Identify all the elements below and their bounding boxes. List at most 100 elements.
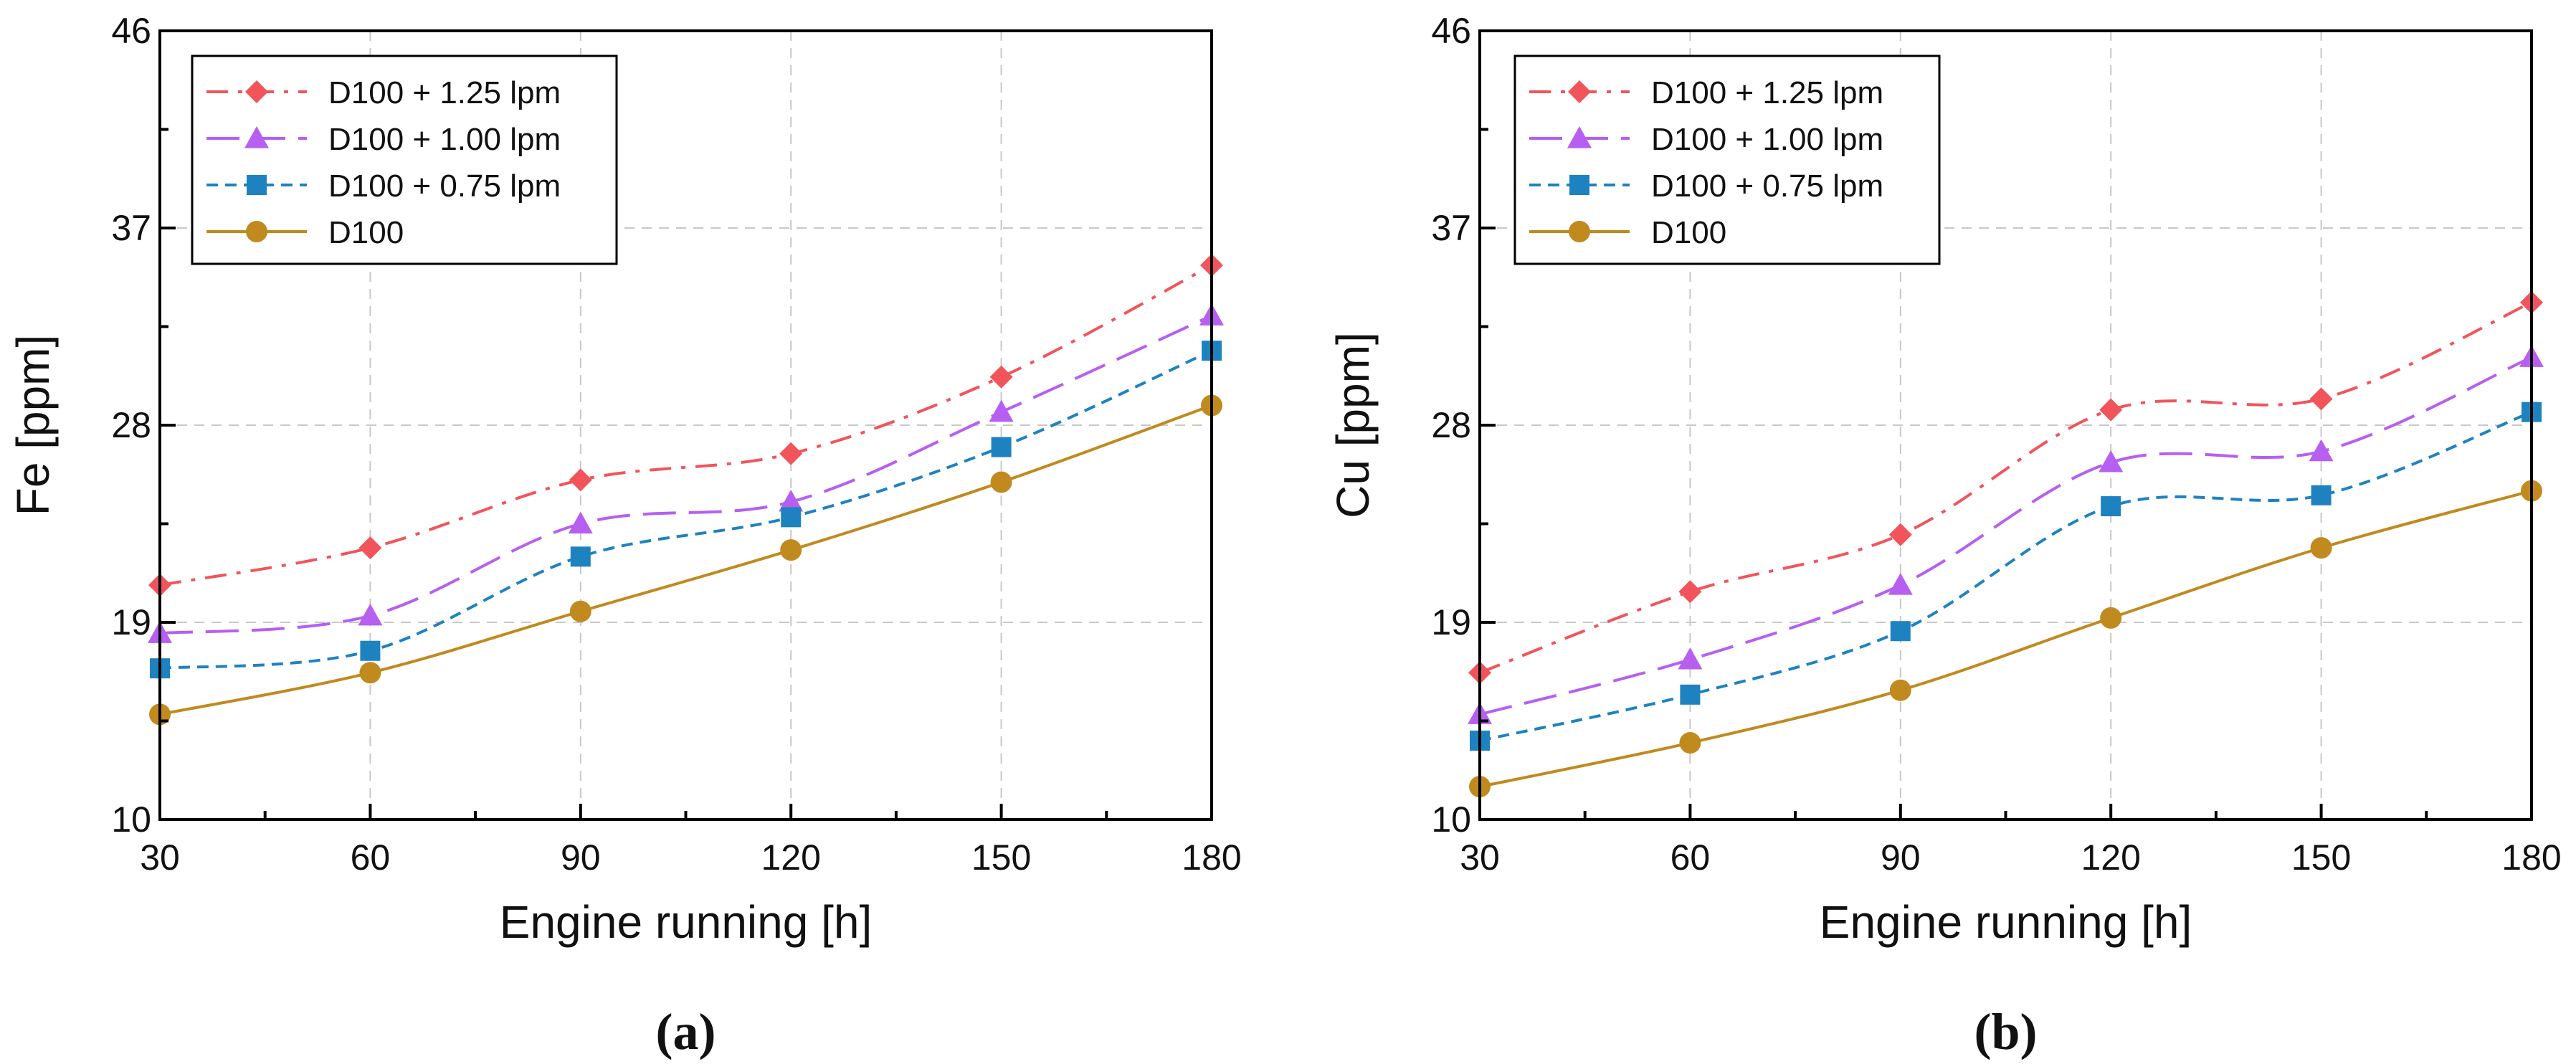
- legend-label: D100 + 1.25 lpm: [328, 75, 561, 110]
- legend-entry: D100 + 1.25 lpm: [206, 75, 561, 110]
- data-point: [1890, 621, 1911, 642]
- legend-marker: [1568, 80, 1591, 103]
- legend-label: D100: [1651, 215, 1726, 250]
- y-tick-label: 28: [1431, 405, 1471, 445]
- y-axis-label: Fe [ppm]: [7, 335, 59, 516]
- series-1: [1468, 345, 2544, 724]
- data-point: [2311, 485, 2332, 505]
- legend-entry: D100 + 0.75 lpm: [206, 168, 561, 204]
- data-point: [358, 536, 382, 560]
- data-point: [2101, 496, 2121, 517]
- x-axis-label: Engine running [h]: [1820, 896, 2192, 948]
- x-tick-label: 60: [1670, 837, 1711, 878]
- data-point: [568, 511, 593, 534]
- data-point: [1678, 647, 1703, 670]
- x-tick-label: 150: [2291, 837, 2351, 878]
- data-point: [1680, 684, 1701, 705]
- data-point: [569, 468, 592, 492]
- legend-marker: [1569, 175, 1589, 195]
- x-tick-label: 30: [140, 837, 180, 878]
- data-point: [360, 640, 381, 661]
- legend-marker: [247, 175, 267, 195]
- data-point: [781, 507, 802, 528]
- y-tick-label: 46: [111, 11, 151, 51]
- y-tick-label: 28: [111, 405, 151, 445]
- data-point: [780, 539, 802, 561]
- legend-marker: [244, 126, 269, 148]
- x-tick-label: 150: [971, 837, 1031, 878]
- y-axis-label: Cu [ppm]: [1327, 332, 1379, 518]
- legend-entry: D100 + 1.25 lpm: [1529, 75, 1883, 110]
- y-tick-label: 19: [1431, 602, 1471, 642]
- x-tick-label: 120: [761, 837, 820, 878]
- legend-entry: D100: [1529, 215, 1726, 250]
- series-line: [1479, 301, 2532, 675]
- y-tick-label: 37: [111, 208, 151, 248]
- y-tick-label: 19: [111, 602, 151, 642]
- data-point: [990, 471, 1012, 493]
- legend-entry: D100: [206, 215, 404, 250]
- data-point: [2099, 398, 2123, 422]
- legend-marker: [245, 80, 268, 103]
- y-tick-label: 37: [1431, 208, 1471, 248]
- y-tick-label: 10: [1431, 799, 1471, 840]
- legend-marker: [1569, 221, 1590, 242]
- data-point: [2099, 450, 2124, 472]
- y-tick-label: 10: [111, 799, 151, 840]
- chart-panel-b: 30 60 90 120 150 180 10 19 28 37 46 Engine running …: [1327, 11, 2562, 1060]
- series-line: [1479, 356, 2532, 716]
- legend-marker: [1567, 126, 1592, 148]
- data-point: [2100, 607, 2122, 629]
- legend-entry: D100 + 1.00 lpm: [1529, 122, 1883, 157]
- series-line: [159, 349, 1212, 670]
- x-tick-label: 120: [2081, 837, 2140, 878]
- data-point: [2309, 439, 2334, 462]
- data-point: [1888, 523, 1912, 546]
- y-tick-label: 46: [1431, 11, 1471, 51]
- legend-label: D100 + 1.00 lpm: [1651, 122, 1883, 157]
- legend-label: D100 + 0.75 lpm: [1651, 168, 1883, 204]
- series-line: [159, 404, 1212, 716]
- data-point: [991, 437, 1012, 457]
- x-tick-label: 90: [561, 837, 601, 878]
- legend: D100 + 1.25 lpm D100 + 1.00 lpm D100 + 0.7…: [1513, 54, 1941, 265]
- x-tick-label: 60: [351, 837, 391, 878]
- legend-marker: [246, 221, 267, 242]
- series-2: [1470, 402, 2542, 751]
- panel-label: (a): [656, 1003, 716, 1060]
- panel-label: (b): [1974, 1003, 2038, 1060]
- series-3: [1469, 480, 2542, 798]
- data-point: [989, 399, 1014, 422]
- series-line: [1479, 410, 2532, 742]
- legend-label: D100: [328, 215, 404, 250]
- chart-panel-a: 30 60 90 120 150 180 10 19 28 37 46 Engine running …: [7, 11, 1242, 1060]
- data-point: [989, 365, 1013, 389]
- series-0: [148, 253, 1223, 597]
- data-point: [2309, 387, 2333, 411]
- series-line: [159, 264, 1212, 587]
- data-point: [1889, 679, 1911, 701]
- data-point: [570, 546, 591, 567]
- series-line: [159, 314, 1212, 635]
- data-point: [779, 442, 803, 465]
- series-line: [1479, 489, 2532, 789]
- data-point: [2310, 537, 2332, 559]
- series-2: [150, 341, 1222, 679]
- legend-entry: D100 + 1.00 lpm: [206, 122, 561, 157]
- legend-label: D100 + 0.75 lpm: [328, 168, 561, 204]
- legend-entry: D100 + 0.75 lpm: [1529, 168, 1883, 204]
- legend-label: D100 + 1.25 lpm: [1651, 75, 1883, 110]
- legend: D100 + 1.25 lpm D100 + 1.00 lpm D100 + 0.7…: [191, 54, 618, 265]
- data-point: [358, 603, 383, 626]
- data-point: [1678, 580, 1702, 604]
- series-0: [1468, 290, 2543, 685]
- x-tick-label: 180: [2501, 837, 2561, 878]
- x-tick-label: 30: [1460, 837, 1500, 878]
- x-axis-label: Engine running [h]: [500, 896, 873, 948]
- legend-label: D100 + 1.00 lpm: [328, 122, 561, 157]
- x-tick-label: 90: [1881, 837, 1921, 878]
- x-tick-label: 180: [1182, 837, 1241, 878]
- data-point: [569, 600, 591, 622]
- data-point: [1888, 573, 1913, 595]
